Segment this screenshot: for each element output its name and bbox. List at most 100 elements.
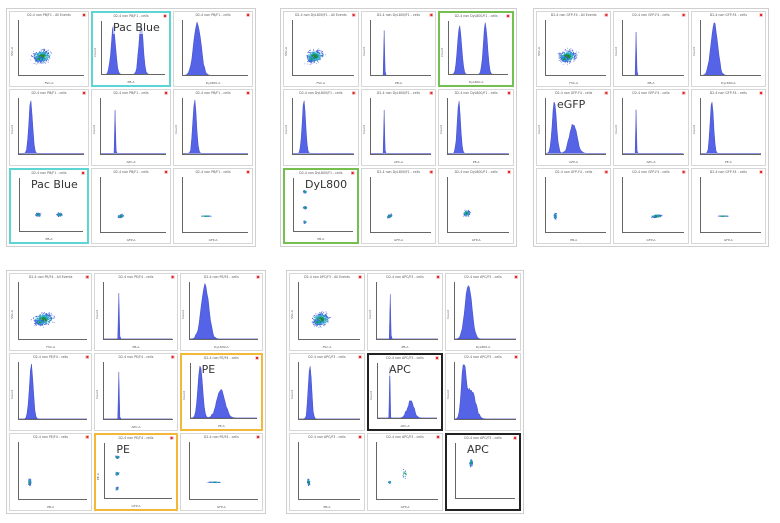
event-dot (36, 215, 38, 217)
event-dot (569, 50, 571, 52)
close-icon[interactable]: ▣ (358, 434, 362, 439)
event-dot (36, 63, 38, 65)
plot-panel: D2-4 non PE/F4 - cells ▣ PB-A Count (94, 273, 178, 351)
close-icon[interactable]: ▣ (246, 168, 250, 174)
event-dot (567, 54, 569, 55)
close-icon[interactable]: ▣ (81, 169, 85, 175)
event-dot (38, 59, 40, 61)
event-dot (40, 62, 41, 63)
event-dot (311, 55, 313, 56)
close-icon[interactable]: ▣ (604, 90, 609, 96)
close-icon[interactable]: ▣ (681, 12, 686, 17)
event-dot (578, 52, 580, 53)
close-icon[interactable]: ▣ (436, 274, 440, 279)
event-dot (215, 481, 217, 483)
plot-svg (377, 294, 438, 339)
close-icon[interactable]: ▣ (604, 168, 609, 174)
event-dot (307, 57, 309, 59)
event-dot (117, 456, 119, 458)
close-icon[interactable]: ▣ (85, 354, 90, 359)
close-icon[interactable]: ▣ (164, 168, 168, 174)
close-icon[interactable]: ▣ (429, 168, 434, 174)
event-dot (116, 474, 118, 476)
close-icon[interactable]: ▣ (506, 13, 510, 18)
event-dot (567, 55, 569, 57)
event-dot (388, 215, 390, 216)
plot-area (298, 362, 360, 420)
close-icon[interactable]: ▣ (164, 90, 168, 96)
close-icon[interactable]: ▣ (256, 274, 260, 279)
event-dot (40, 54, 42, 56)
close-icon[interactable]: ▣ (255, 355, 259, 360)
close-icon[interactable]: ▣ (514, 354, 518, 359)
close-icon[interactable]: ▣ (604, 12, 609, 17)
event-dot (319, 322, 321, 324)
event-dot (323, 325, 325, 327)
close-icon[interactable]: ▣ (759, 168, 763, 174)
x-axis-label: FSC-A (322, 345, 332, 349)
close-icon[interactable]: ▣ (429, 12, 434, 17)
close-icon[interactable]: ▣ (256, 434, 260, 439)
event-dot (464, 212, 466, 213)
close-icon[interactable]: ▣ (358, 274, 362, 279)
event-dot (315, 320, 316, 322)
plot-title: D2-4 non APC/F3 - cells (464, 275, 502, 279)
event-dot (465, 215, 467, 217)
event-dot (574, 54, 575, 56)
plot-panel: D2-4 non PB/F1 - cells ▣ GFP-A (91, 167, 171, 244)
close-icon[interactable]: ▣ (85, 434, 90, 439)
event-dot (468, 215, 470, 217)
close-icon[interactable]: ▣ (170, 274, 175, 279)
event-dot (327, 320, 329, 321)
plot-area (100, 98, 166, 155)
close-icon[interactable]: ▣ (246, 90, 250, 96)
event-dot (565, 61, 567, 63)
plot-area (447, 176, 509, 233)
close-icon[interactable]: ▣ (169, 435, 174, 440)
histogram-curve (623, 110, 684, 154)
event-dot (570, 53, 572, 54)
close-icon[interactable]: ▣ (681, 90, 686, 96)
close-icon[interactable]: ▣ (759, 90, 763, 96)
event-dot (40, 321, 42, 323)
event-dot (467, 211, 469, 213)
close-icon[interactable]: ▣ (350, 169, 355, 175)
channel-label: eGFP (557, 98, 586, 112)
close-icon[interactable]: ▣ (507, 168, 511, 174)
close-icon[interactable]: ▣ (351, 12, 356, 17)
close-icon[interactable]: ▣ (163, 13, 167, 18)
plot-svg (700, 102, 761, 154)
close-icon[interactable]: ▣ (514, 274, 518, 279)
close-icon[interactable]: ▣ (82, 90, 86, 96)
close-icon[interactable]: ▣ (681, 168, 686, 174)
event-dot (43, 314, 45, 316)
close-icon[interactable]: ▣ (85, 274, 90, 279)
event-dot (38, 215, 40, 216)
event-dot (654, 215, 656, 216)
close-icon[interactable]: ▣ (759, 12, 763, 17)
event-dot (566, 53, 568, 55)
x-axis-label: PB-A (45, 236, 53, 241)
event-dot (303, 191, 305, 192)
close-icon[interactable]: ▣ (429, 90, 434, 96)
close-icon[interactable]: ▣ (351, 90, 356, 96)
close-icon[interactable]: ▣ (82, 12, 86, 17)
event-dot (42, 314, 44, 316)
event-dot (320, 322, 322, 324)
event-dot (567, 53, 569, 55)
close-icon[interactable]: ▣ (507, 90, 511, 96)
event-dot (42, 62, 43, 64)
close-icon[interactable]: ▣ (358, 354, 362, 359)
event-dot (116, 457, 118, 459)
event-dot (315, 51, 317, 52)
event-dot (562, 56, 563, 58)
panel-group-dyl800: D2-4 non DyL800/F1 - All Events ▣ FSC-A SSC… (280, 8, 517, 247)
event-dot (50, 319, 51, 321)
close-icon[interactable]: ▣ (435, 355, 439, 360)
close-icon[interactable]: ▣ (170, 354, 175, 359)
event-dot (321, 318, 323, 320)
event-dot (564, 53, 566, 55)
event-dot (207, 215, 209, 217)
event-dot (571, 57, 573, 59)
close-icon[interactable]: ▣ (246, 12, 250, 17)
